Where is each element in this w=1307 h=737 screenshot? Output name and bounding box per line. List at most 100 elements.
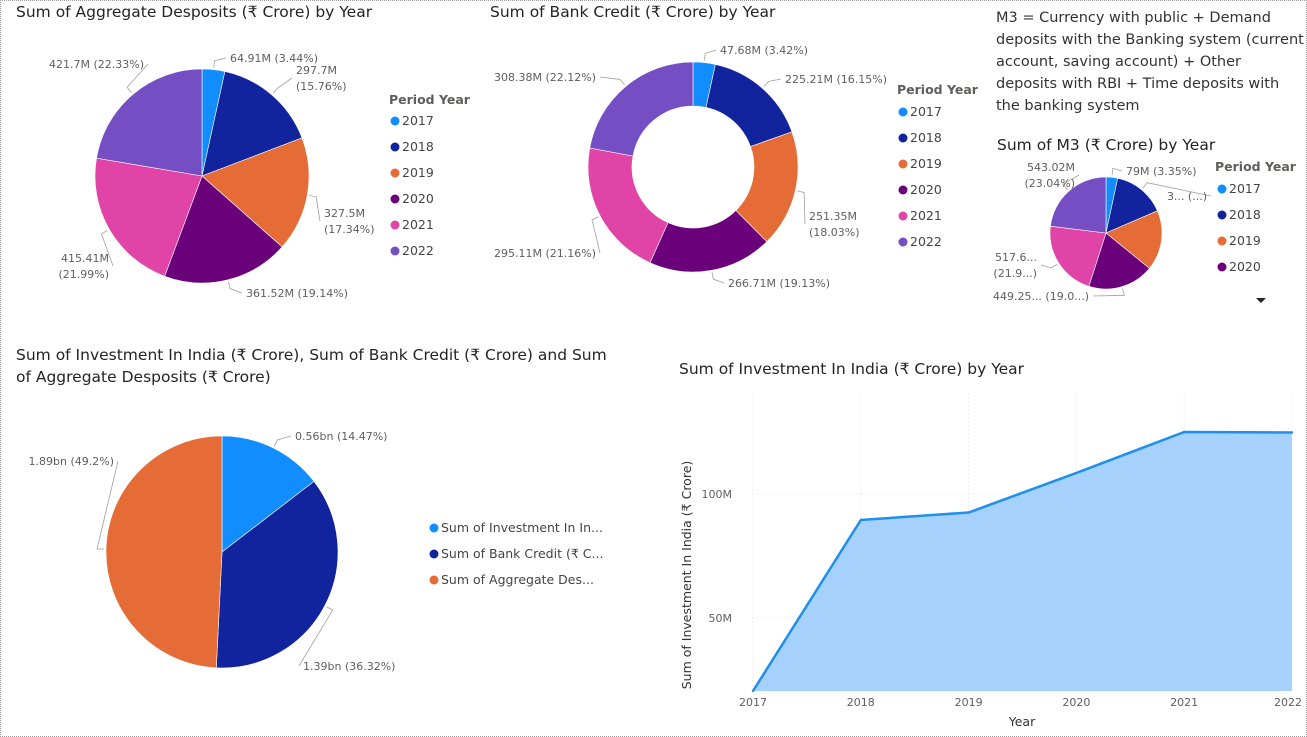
data-point[interactable] bbox=[751, 689, 755, 693]
leader-line bbox=[101, 230, 114, 267]
credit-legend-item[interactable]: 2018 bbox=[910, 130, 942, 145]
pie-slice-sum-of-bank-credit-crore[interactable] bbox=[215, 480, 339, 669]
data-label: (17.34%) bbox=[324, 223, 375, 236]
legend-marker bbox=[390, 116, 400, 126]
data-point[interactable] bbox=[967, 511, 970, 514]
series-line[interactable] bbox=[751, 430, 1293, 692]
m3-legend-item[interactable]: 2020 bbox=[1229, 259, 1261, 274]
leader-line bbox=[272, 77, 293, 94]
legend-marker bbox=[898, 237, 908, 247]
m3-legend-item[interactable]: 2019 bbox=[1229, 233, 1261, 248]
pie-slice-2021[interactable] bbox=[1049, 225, 1107, 287]
pie-slice-2020[interactable] bbox=[164, 175, 283, 284]
pie-slice-2022[interactable] bbox=[1050, 176, 1107, 234]
legend-marker bbox=[898, 211, 908, 221]
data-label: 449.25... (19.0...) bbox=[993, 290, 1089, 303]
data-point[interactable] bbox=[859, 518, 862, 522]
legend-marker bbox=[390, 168, 400, 178]
pie-slice-2021[interactable] bbox=[587, 147, 669, 264]
combined-legend-item[interactable]: Sum of Aggregate Des... bbox=[441, 572, 594, 587]
leader-line bbox=[1142, 182, 1212, 197]
deposits-legend-item[interactable]: 2021 bbox=[402, 217, 434, 232]
leader-line bbox=[704, 49, 717, 61]
legend-marker bbox=[898, 107, 908, 117]
data-label: (15.76%) bbox=[296, 80, 347, 93]
legend-marker bbox=[1217, 184, 1227, 194]
credit-legend-item[interactable]: 2022 bbox=[910, 234, 942, 249]
leader-line bbox=[763, 78, 782, 87]
leader-line bbox=[309, 195, 321, 222]
x-tick-label: 2019 bbox=[955, 696, 983, 709]
data-point[interactable] bbox=[1183, 430, 1186, 434]
data-label: 266.71M (19.13%) bbox=[728, 277, 830, 290]
legend-scroll-down-icon[interactable] bbox=[1256, 298, 1266, 303]
pie-slice-2018[interactable] bbox=[1105, 177, 1158, 234]
leader-line bbox=[599, 76, 625, 86]
data-label: 295.11M (21.16%) bbox=[494, 247, 596, 260]
combined-chart-title-line1: Sum of Investment In India (₹ Crore), Su… bbox=[16, 346, 607, 364]
m3-pie-chart[interactable]: 79M (3.35%) 3... (...) 449.25... (19.0...)… bbox=[985, 155, 1307, 315]
deposits-legend-item[interactable]: 2019 bbox=[402, 165, 434, 180]
data-label: 543.02M bbox=[1027, 161, 1075, 174]
legend-marker bbox=[1217, 262, 1227, 272]
deposits-pie-chart[interactable]: 64.91M (3.44%)297.7M (15.76%) 327.5M (17.34… bbox=[0, 30, 480, 310]
leader-line bbox=[797, 190, 806, 225]
pie-slice-2022[interactable] bbox=[589, 61, 694, 157]
data-label: 421.7M (22.33%) bbox=[49, 58, 144, 71]
leader-line bbox=[1040, 263, 1058, 269]
data-label: 251.35M bbox=[809, 210, 857, 223]
pie-slice-2022[interactable] bbox=[96, 68, 203, 177]
deposits-legend-item[interactable]: 2017 bbox=[402, 113, 434, 128]
credit-legend-item[interactable]: 2021 bbox=[910, 208, 942, 223]
pie-slice-2020[interactable] bbox=[1088, 232, 1150, 290]
combined-pie-chart[interactable]: 0.56bn (14.47%) 1.39bn (36.32%) 1.89bn (49… bbox=[0, 400, 640, 730]
legend-marker bbox=[429, 575, 439, 585]
pie-slice-2021[interactable] bbox=[94, 157, 203, 277]
deposits-legend-item[interactable]: 2022 bbox=[402, 243, 434, 258]
leader-line bbox=[126, 63, 149, 93]
credit-donut-chart[interactable]: 47.68M (3.42%) 225.21M (16.15%) 251.35M (18… bbox=[480, 30, 980, 310]
combined-legend-item[interactable]: Sum of Investment In In... bbox=[441, 520, 603, 535]
pie-slice-2019[interactable] bbox=[201, 137, 310, 248]
legend-marker bbox=[898, 185, 908, 195]
data-label: 47.68M (3.42%) bbox=[720, 44, 808, 57]
m3-legend-item[interactable]: 2017 bbox=[1229, 181, 1261, 196]
leader-line bbox=[711, 272, 725, 284]
credit-chart-title: Sum of Bank Credit (₹ Crore) by Year bbox=[490, 3, 776, 21]
leader-line bbox=[273, 435, 292, 447]
pie-slice-2018[interactable] bbox=[201, 71, 303, 177]
deposits-legend-item[interactable]: 2020 bbox=[402, 191, 434, 206]
credit-legend-item[interactable]: 2020 bbox=[910, 182, 942, 197]
legend-marker bbox=[390, 246, 400, 256]
deposits-legend-title: Period Year bbox=[389, 92, 471, 107]
credit-legend-item[interactable]: 2017 bbox=[910, 104, 942, 119]
data-label: 308.38M (22.12%) bbox=[494, 71, 596, 84]
legend-marker bbox=[898, 133, 908, 143]
pie-slice-2019[interactable] bbox=[1105, 210, 1163, 269]
legend-marker bbox=[1217, 210, 1227, 220]
m3-legend-item[interactable]: 2018 bbox=[1229, 207, 1261, 222]
credit-legend-item[interactable]: 2019 bbox=[910, 156, 942, 171]
x-axis-title: Year bbox=[1008, 714, 1036, 729]
data-label: 3... (...) bbox=[1167, 190, 1207, 203]
pie-slice-sum-of-aggregate-desposits-crore[interactable] bbox=[105, 435, 223, 669]
data-label: (23.04%) bbox=[1024, 177, 1075, 190]
x-tick-label: 2021 bbox=[1170, 696, 1198, 709]
data-point[interactable] bbox=[1290, 431, 1294, 434]
pie-slice-2018[interactable] bbox=[705, 64, 793, 147]
legend-marker bbox=[390, 220, 400, 230]
pie-slice-sum-of-investment-in-india-crore[interactable] bbox=[221, 435, 315, 553]
data-point[interactable] bbox=[1075, 471, 1078, 475]
combined-chart-title-line2: of Aggregate Desposits (₹ Crore) bbox=[16, 368, 271, 386]
m3-chart-title: Sum of M3 (₹ Crore) by Year bbox=[997, 136, 1216, 154]
combined-legend-item[interactable]: Sum of Bank Credit (₹ C... bbox=[441, 546, 603, 561]
leader-line bbox=[96, 460, 119, 550]
credit-legend-title: Period Year bbox=[897, 82, 979, 97]
investment-chart-title: Sum of Investment In India (₹ Crore) by … bbox=[679, 360, 1025, 378]
deposits-legend-item[interactable]: 2018 bbox=[402, 139, 434, 154]
deposits-chart-title: Sum of Aggregate Desposits (₹ Crore) by … bbox=[16, 3, 373, 21]
leader-line bbox=[298, 606, 334, 667]
investment-area-chart[interactable]: 50M 100M 2017 2018 2019 2020 2021 2022 Year Su… bbox=[670, 385, 1307, 735]
y-tick-label: 100M bbox=[702, 488, 733, 501]
data-label: 79M (3.35%) bbox=[1126, 165, 1197, 178]
